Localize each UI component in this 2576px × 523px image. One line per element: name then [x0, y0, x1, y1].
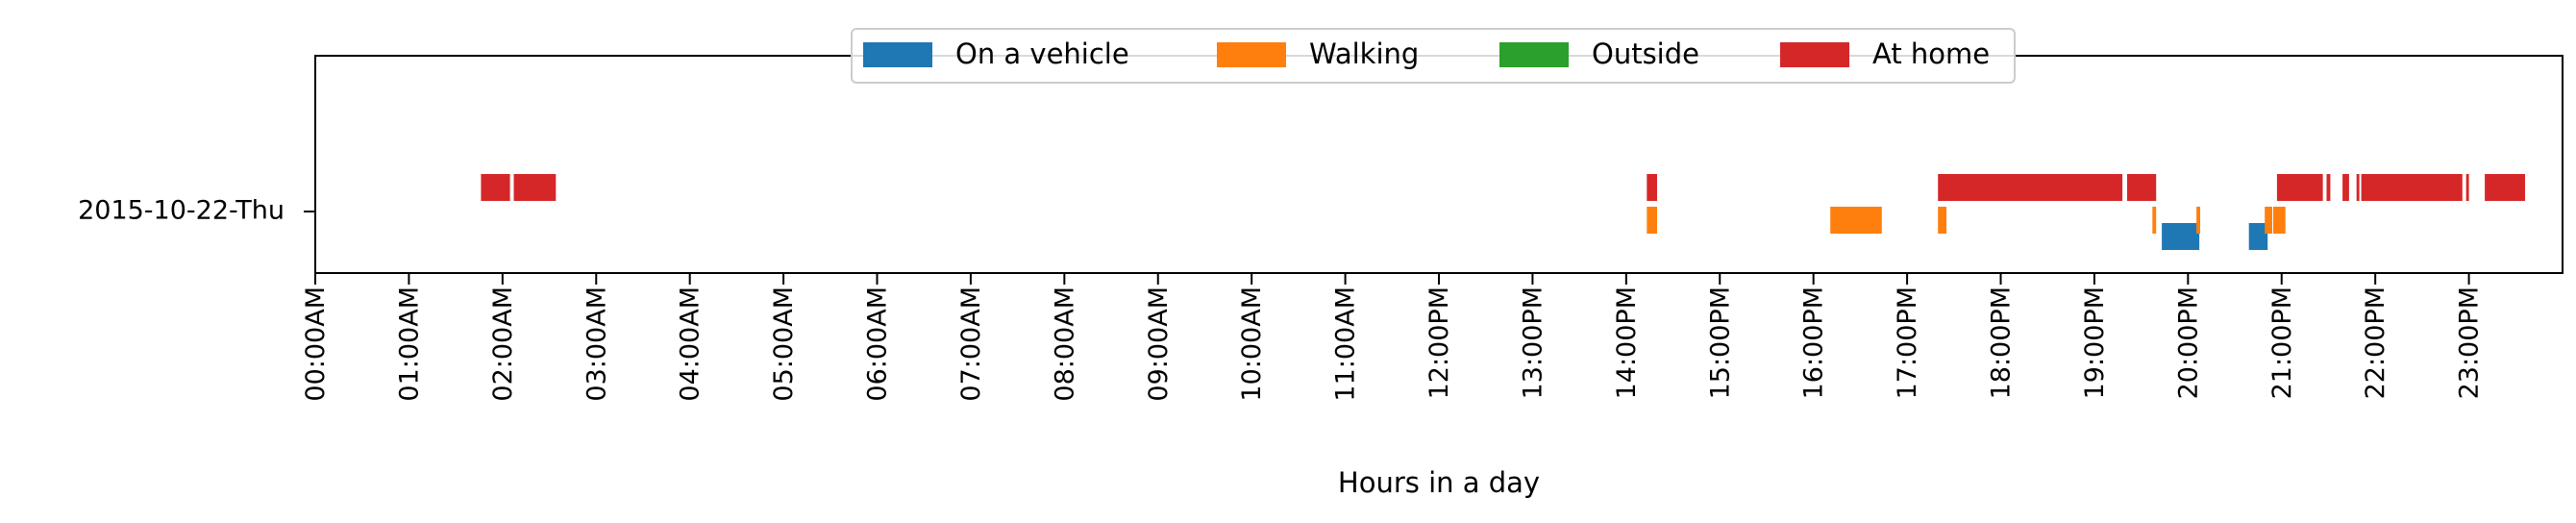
x-tick-label: 19:00PM	[2080, 286, 2110, 399]
x-tick-label: 13:00PM	[1518, 286, 1548, 399]
timeline-bar-on-a-vehicle	[2162, 223, 2200, 250]
timeline-bar-at-home	[1647, 174, 1657, 201]
x-tick-label: 14:00PM	[1612, 286, 1642, 399]
timeline-bar-walking	[2196, 207, 2200, 234]
x-tick-label: 12:00PM	[1424, 286, 1454, 399]
legend-label: Walking	[1309, 37, 1419, 70]
x-tick-label: 07:00AM	[956, 286, 986, 402]
x-tick-label: 22:00PM	[2361, 286, 2390, 399]
x-tick-label: 08:00AM	[1050, 286, 1079, 402]
timeline-bar-walking	[1938, 207, 1946, 234]
x-tick-label: 01:00AM	[394, 286, 424, 402]
bars-layer	[481, 174, 2525, 250]
timeline-bar-at-home	[2361, 174, 2463, 201]
timeline-bar-at-home	[2485, 174, 2525, 201]
x-tick-label: 10:00AM	[1237, 286, 1267, 402]
x-tick-label: 16:00PM	[1799, 286, 1829, 399]
legend: On a vehicle Walking Outside At home	[851, 28, 2016, 84]
legend-label: At home	[1872, 37, 1990, 70]
x-tick-label: 23:00PM	[2455, 286, 2485, 399]
legend-label: On a vehicle	[955, 37, 1129, 70]
timeline-bar-walking	[2265, 207, 2272, 234]
x-tick-label: 20:00PM	[2173, 286, 2203, 399]
timeline-bar-walking	[1830, 207, 1882, 234]
timeline-bar-walking	[2273, 207, 2286, 234]
x-tick-label: 04:00AM	[676, 286, 706, 402]
x-axis-label: Hours in a day	[1338, 466, 1540, 499]
x-tick-label: 18:00PM	[1987, 286, 2017, 399]
timeline-bar-at-home	[513, 174, 557, 201]
x-tick-label: 02:00AM	[488, 286, 518, 402]
legend-label: Outside	[1592, 37, 1699, 70]
timeline-bar-at-home	[2465, 174, 2469, 201]
x-tick-label: 11:00AM	[1331, 286, 1361, 402]
y-tick-label: 2015-10-22-Thu	[78, 196, 285, 226]
legend-swatch	[863, 42, 932, 67]
y-axis: 2015-10-22-Thu	[78, 196, 315, 226]
timeline-bar-on-a-vehicle	[2248, 223, 2268, 250]
timeline-bar-at-home	[481, 174, 510, 201]
x-tick-label: 09:00AM	[1144, 286, 1174, 402]
timeline-bar-walking	[1647, 207, 1657, 234]
timeline-bar-at-home	[2342, 174, 2349, 201]
timeline-bar-at-home	[2356, 174, 2360, 201]
timeline-bar-at-home	[2276, 174, 2323, 201]
x-tick-label: 06:00AM	[863, 286, 893, 402]
legend-swatch	[1217, 42, 1286, 67]
x-tick-label: 03:00AM	[582, 286, 611, 402]
timeline-bar-at-home	[2127, 174, 2157, 201]
x-tick-label: 21:00PM	[2267, 286, 2297, 399]
legend-swatch	[1499, 42, 1569, 67]
legend-swatch	[1780, 42, 1849, 67]
legend-frame	[851, 28, 2016, 84]
x-tick-label: 17:00PM	[1893, 286, 1922, 399]
timeline-bar-at-home	[2326, 174, 2331, 201]
timeline-bar-at-home	[1938, 174, 2123, 201]
plot-area	[315, 56, 2563, 273]
timeline-bar-walking	[2152, 207, 2157, 234]
x-tick-label: 15:00PM	[1705, 286, 1735, 399]
x-axis: 00:00AM 01:00AM 02:00AM 03:00AM 04:00AM 05:00…	[301, 273, 2485, 402]
x-tick-label: 00:00AM	[301, 286, 331, 402]
x-tick-label: 05:00AM	[769, 286, 799, 402]
